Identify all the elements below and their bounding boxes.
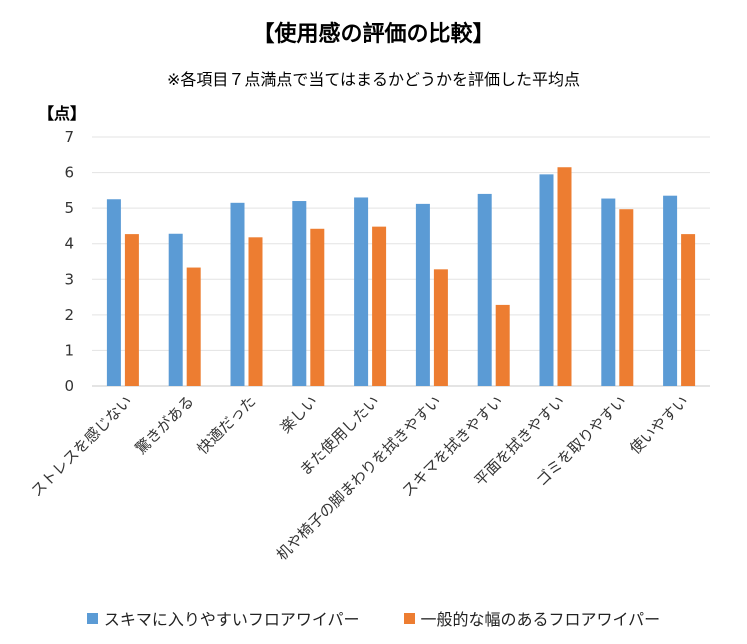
bar-series-1 <box>415 203 430 386</box>
bar-series-2 <box>372 226 387 386</box>
x-tick-label: 使いやすい <box>626 392 692 458</box>
y-tick-label: 7 <box>64 128 74 146</box>
y-tick-label: 4 <box>64 235 74 253</box>
bar-series-1 <box>168 233 183 386</box>
bar-series-1 <box>230 202 245 386</box>
bar-series-1 <box>106 199 121 386</box>
legend-item-series-2: 一般的な幅のあるフロアワイパー <box>403 606 661 630</box>
legend-swatch-series-1 <box>86 612 98 624</box>
legend-label-series-2: 一般的な幅のあるフロアワイパー <box>420 610 661 629</box>
bar-series-2 <box>124 234 139 386</box>
bar-series-1 <box>477 193 492 386</box>
bar-series-2 <box>248 237 263 386</box>
y-axis-unit-label: 【点】 <box>38 104 87 123</box>
bar-series-2 <box>557 167 572 386</box>
bar-series-2 <box>681 234 696 386</box>
chart-subtitle: ※各項目７点満点で当てはまるかどうかを評価した平均点 <box>166 70 581 89</box>
bar-series-2 <box>495 304 510 386</box>
legend-swatch-series-2 <box>403 612 415 624</box>
y-tick-label: 5 <box>64 199 74 217</box>
y-tick-label: 6 <box>64 164 74 182</box>
y-tick-label: 3 <box>64 270 74 288</box>
x-tick-label: ストレスを感じない <box>28 392 136 500</box>
legend-label-series-1: スキマに入りやすいフロアワイパー <box>103 610 360 629</box>
chart-legend: スキマに入りやすいフロアワイパー 一般的な幅のあるフロアワイパー <box>0 606 747 630</box>
bar-series-1 <box>663 195 678 386</box>
bar-series-2 <box>619 209 634 386</box>
bar-series-1 <box>601 198 616 386</box>
bar-series-2 <box>186 267 201 386</box>
y-tick-label: 0 <box>64 377 74 395</box>
y-tick-label: 1 <box>64 341 74 359</box>
bar-series-1 <box>539 174 554 386</box>
chart-title: 【使用感の評価の比較】 <box>252 22 495 47</box>
y-tick-label: 2 <box>64 306 74 324</box>
bar-series-2 <box>433 269 448 386</box>
bar-series-1 <box>354 197 369 386</box>
x-tick-label: 快適だった <box>194 392 260 458</box>
bar-series-2 <box>310 228 325 386</box>
bar-series-1 <box>292 201 307 386</box>
x-tick-label: 驚きがある <box>132 392 198 458</box>
legend-item-series-1: スキマに入りやすいフロアワイパー <box>86 606 360 630</box>
x-tick-label: 楽しい <box>277 392 322 437</box>
